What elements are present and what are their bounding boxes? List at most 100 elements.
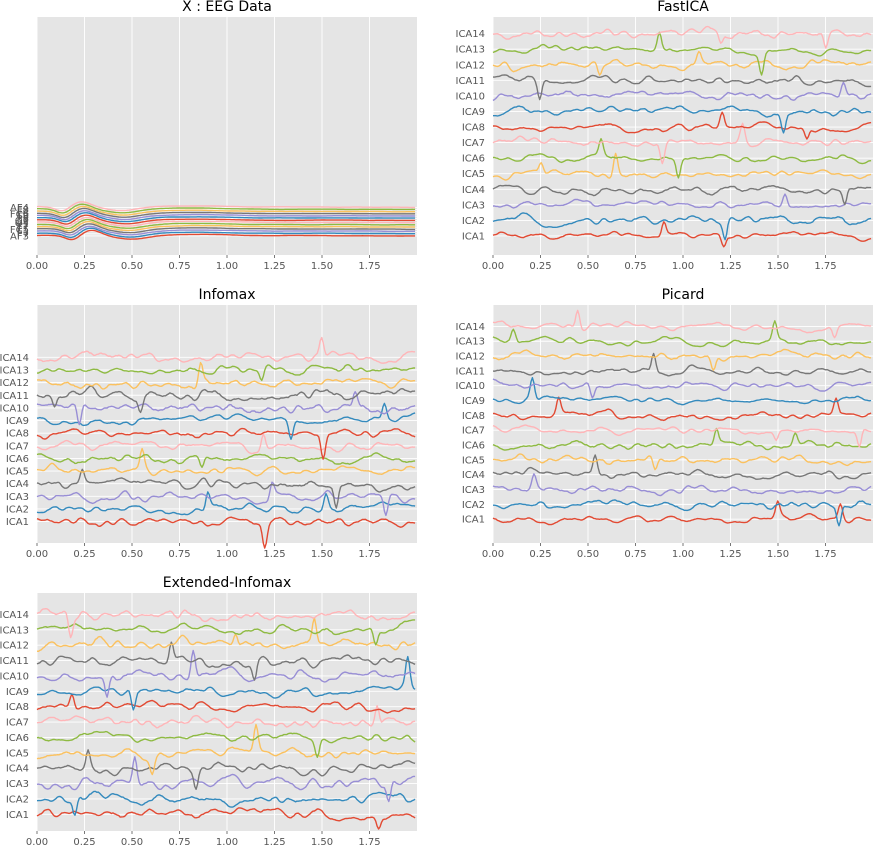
channel-label: ICA2 [6,504,29,515]
x-tick-label: 1.75 [814,549,836,560]
channel-label: AF3 [10,231,29,242]
trace-ica3 [493,193,872,209]
channel-label: ICA7 [6,718,29,729]
x-tick-label: 1.00 [672,549,694,560]
x-tick-label: 0.75 [168,549,190,560]
x-tick-label: 0.50 [121,837,143,848]
channel-label: ICA4 [6,479,29,490]
x-tick-label: 0.00 [26,261,48,272]
channel-label: ICA8 [6,702,29,713]
channel-label: T7 [16,223,29,234]
trace-ica1 [492,500,872,526]
panel-title: Infomax [199,287,256,303]
channel-label: ICA8 [462,411,485,422]
panel-2: ICA1 ICA2 ICA3 ICA4 ICA5 ICA6 ICA7 ICA8 ICA9 ICA1… [456,0,873,272]
trace-ica8 [492,396,872,422]
panel-title: Picard [662,287,705,303]
channel-label: O1 [15,218,29,229]
channel-label: ICA5 [6,748,29,759]
trace-ica14 [492,25,872,49]
trace-ica14 [492,309,872,339]
x-tick-label: 1.00 [216,261,238,272]
x-tick-label: 0.50 [577,549,599,560]
channel-label: F8 [17,205,29,216]
x-tick-label: 0.25 [73,261,95,272]
channel-label: FC5 [10,225,29,236]
trace-o2 [37,214,416,225]
channel-label: ICA13 [0,625,29,636]
channel-label: ICA9 [6,687,29,698]
x-tick-label: 1.75 [358,549,380,560]
x-tick-label: 1.50 [311,261,333,272]
traces [36,201,416,241]
channel-label: ICA4 [462,185,485,196]
channel-label: ICA3 [6,779,29,790]
trace-p7 [37,218,416,230]
trace-ica13 [492,320,872,348]
trace-ica14 [36,336,416,364]
channel-label: ICA14 [0,353,29,364]
x-tick-label: 0.75 [168,261,190,272]
trace-ica4 [36,468,416,509]
trace-f7 [37,227,416,239]
channel-label: ICA1 [462,231,485,242]
panel-title: X : EEG Data [182,0,272,15]
trace-ica6 [493,138,872,179]
trace-ica1 [492,221,872,248]
channel-label: ICA10 [456,381,486,392]
trace-ica14 [36,608,416,639]
channel-label: ICA6 [462,154,485,165]
trace-ica12 [492,348,872,371]
channel-label: ICA1 [462,515,485,526]
x-tick-label: 0.50 [121,549,143,560]
x-tick-label: 0.25 [529,261,551,272]
x-tick-label: 0.25 [73,549,95,560]
channel-label: ICA12 [456,60,486,71]
channel-label: ICA14 [456,29,486,40]
trace-fc5 [36,223,416,234]
x-tick-label: 1.25 [263,837,285,848]
trace-ica3 [36,756,416,803]
x-tick-label: 0.25 [73,837,95,848]
x-tick-label: 1.25 [263,261,285,272]
channel-label: ICA4 [6,764,29,775]
panel-4: ICA1 ICA2 ICA3 ICA4 ICA5 ICA6 ICA7 ICA8 ICA9 ICA1… [456,287,873,560]
channel-label: P8 [17,214,29,225]
trace-ica9 [493,105,872,134]
trace-ica2 [493,499,872,527]
channel-label: ICA9 [6,416,29,427]
traces [492,25,872,248]
trace-ica1 [36,516,416,549]
trace-ica7 [492,122,872,165]
channel-label: ICA2 [462,500,485,511]
channel-label: AF4 [10,203,29,214]
trace-ica9 [37,655,416,711]
trace-ica6 [492,427,872,451]
trace-ica6 [36,452,416,468]
x-tick-label: 0.50 [577,261,599,272]
channel-label: ICA8 [6,429,29,440]
trace-ica11 [36,385,416,414]
trace-ica13 [492,31,872,76]
x-tick-label: 1.75 [814,261,836,272]
x-tick-label: 0.25 [529,549,551,560]
trace-ica11 [36,641,416,681]
channel-label: ICA13 [0,365,29,376]
channel-label: ICA1 [6,810,29,821]
trace-ica11 [492,352,872,377]
trace-ica10 [492,81,872,102]
channel-label: ICA11 [0,391,29,402]
channel-label: ICA2 [462,216,485,227]
x-tick-label: 1.50 [767,549,789,560]
x-tick-label: 1.25 [719,261,741,272]
trace-ica13 [36,364,416,382]
x-tick-label: 0.50 [121,261,143,272]
trace-af3 [36,229,416,241]
panel-title: Extended-Infomax [163,575,292,591]
trace-ica10 [492,378,872,399]
trace-f8 [37,203,416,214]
x-tick-label: 0.75 [168,837,190,848]
trace-ica10 [36,391,416,426]
trace-o1 [37,216,416,227]
